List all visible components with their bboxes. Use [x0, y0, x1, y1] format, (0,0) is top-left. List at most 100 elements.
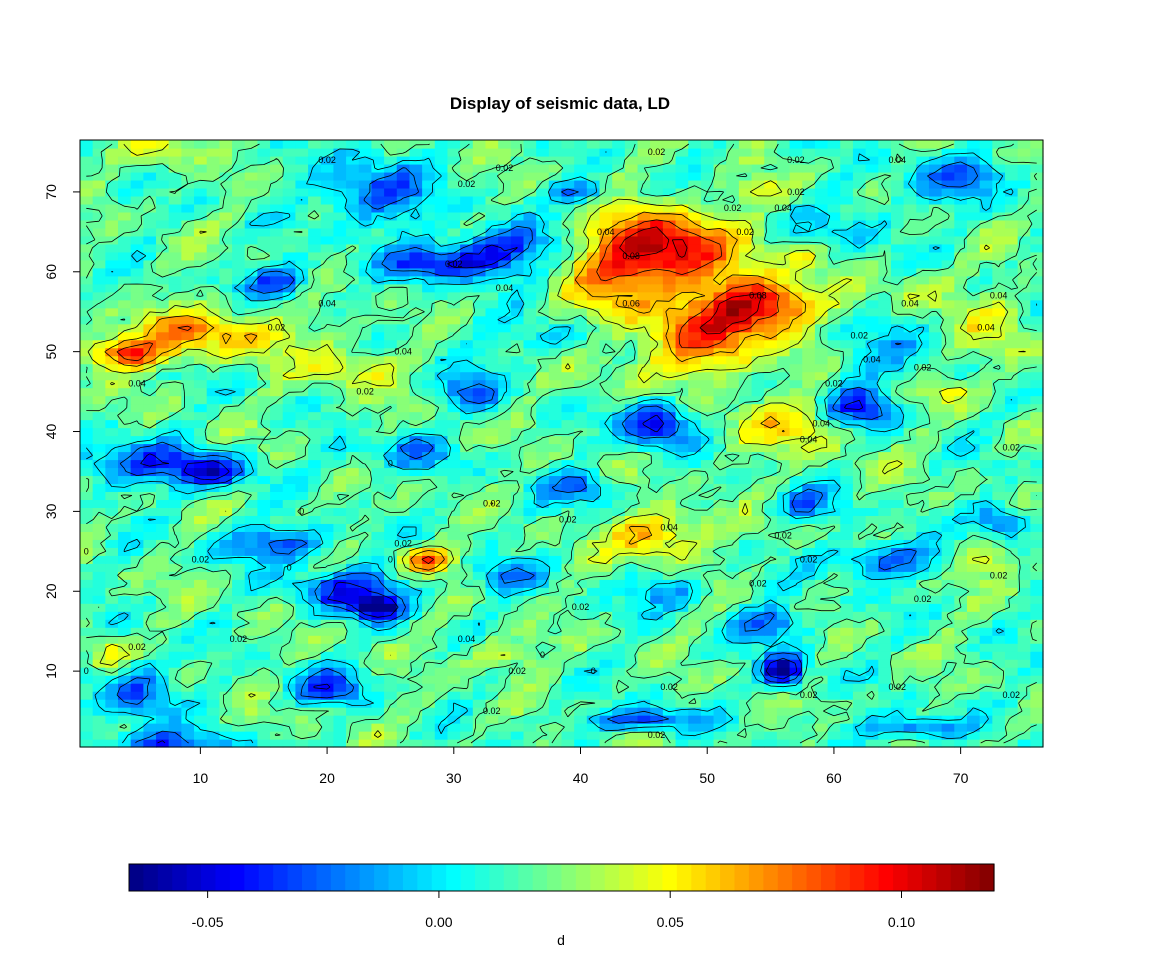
heatmap-cell — [916, 491, 930, 501]
heatmap-cell — [460, 403, 474, 413]
heatmap-cell — [244, 595, 258, 604]
heatmap-cell — [865, 667, 879, 676]
heatmap-cell — [764, 427, 778, 437]
heatmap-cell — [916, 451, 930, 461]
heatmap-cell — [675, 323, 689, 333]
heatmap-cell — [396, 459, 411, 469]
heatmap-cell — [599, 563, 613, 572]
heatmap-cell — [662, 715, 677, 724]
heatmap-cell — [257, 451, 271, 461]
heatmap-cell — [840, 635, 854, 644]
heatmap-cell — [168, 635, 182, 644]
heatmap-cell — [536, 667, 550, 676]
heatmap-cell — [979, 395, 993, 405]
heatmap-cell — [510, 715, 525, 724]
heatmap-cell — [789, 691, 803, 700]
heatmap-cell — [409, 443, 423, 453]
heatmap-cell — [105, 323, 119, 333]
heatmap-cell — [143, 723, 157, 732]
heatmap-cell — [966, 675, 981, 684]
heatmap-cell — [700, 699, 715, 708]
heatmap-cell — [548, 595, 563, 604]
heatmap-cell — [574, 299, 588, 309]
heatmap-cell — [612, 491, 626, 501]
heatmap-cell — [308, 411, 322, 421]
heatmap-cell — [979, 355, 993, 365]
heatmap-cell — [460, 379, 474, 389]
heatmap-cell — [282, 635, 297, 644]
heatmap-cell — [434, 715, 449, 724]
heatmap-cell — [80, 459, 94, 469]
heatmap-cell — [1017, 427, 1031, 437]
heatmap-cell — [561, 563, 575, 572]
heatmap-cell — [118, 595, 132, 604]
heatmap-cell — [143, 539, 157, 548]
heatmap-cell — [624, 443, 639, 453]
heatmap-cell — [422, 323, 436, 333]
heatmap-cell — [941, 315, 955, 325]
heatmap-cell — [586, 555, 601, 564]
heatmap-cell — [903, 595, 917, 604]
heatmap-cell — [1017, 715, 1031, 724]
heatmap-cell — [1030, 363, 1044, 373]
heatmap-cell — [599, 299, 613, 309]
heatmap-cell — [282, 219, 297, 229]
heatmap-cell — [92, 715, 106, 724]
heatmap-cell — [827, 563, 841, 572]
heatmap-cell — [523, 419, 537, 429]
heatmap-cell — [1030, 379, 1044, 389]
heatmap-cell — [232, 427, 246, 437]
heatmap-cell — [878, 659, 892, 668]
heatmap-cell — [776, 299, 791, 309]
heatmap-cell — [802, 403, 816, 413]
heatmap-cell — [206, 299, 220, 309]
heatmap-cell — [333, 411, 347, 421]
heatmap-cell — [219, 235, 233, 245]
heatmap-cell — [941, 347, 955, 357]
heatmap-cell — [219, 691, 233, 700]
heatmap-cell — [1004, 691, 1019, 700]
heatmap-cell — [928, 299, 943, 309]
heatmap-cell — [371, 251, 385, 261]
heatmap-cell — [928, 739, 943, 748]
heatmap-cell — [181, 523, 195, 532]
heatmap-cell — [776, 715, 791, 724]
heatmap-cell — [662, 523, 677, 532]
heatmap-cell — [726, 339, 740, 349]
heatmap-cell — [346, 243, 360, 253]
heatmap-cell — [688, 307, 702, 317]
heatmap-cell — [118, 627, 132, 636]
heatmap-cell — [219, 499, 233, 508]
heatmap-cell — [1017, 355, 1031, 365]
heatmap-cell — [599, 707, 613, 716]
heatmap-cell — [561, 515, 575, 524]
heatmap-cell — [358, 347, 373, 357]
heatmap-cell — [726, 275, 740, 285]
heatmap-cell — [954, 227, 968, 237]
heatmap-cell — [751, 619, 765, 628]
heatmap-cell — [878, 499, 892, 508]
heatmap-cell — [92, 419, 106, 429]
heatmap-cell — [675, 403, 689, 413]
heatmap-cell — [878, 699, 892, 708]
heatmap-cell — [966, 475, 981, 485]
heatmap-cell — [105, 595, 119, 604]
heatmap-cell — [966, 323, 981, 333]
heatmap-cell — [333, 475, 347, 485]
heatmap-cell — [738, 483, 753, 493]
heatmap-cell — [624, 499, 639, 508]
heatmap-cell — [384, 563, 398, 572]
heatmap-cell — [751, 667, 765, 676]
heatmap-cell — [688, 259, 702, 269]
heatmap-cell — [434, 483, 449, 493]
heatmap-cell — [232, 331, 246, 341]
heatmap-cell — [472, 723, 487, 732]
heatmap-cell — [865, 347, 879, 357]
heatmap-cell — [156, 387, 170, 397]
heatmap-cell — [371, 243, 385, 253]
heatmap-cell — [130, 667, 144, 676]
heatmap-cell — [789, 499, 803, 508]
heatmap-cell — [966, 739, 981, 748]
heatmap-cell — [434, 219, 449, 229]
heatmap-cell — [282, 499, 297, 508]
